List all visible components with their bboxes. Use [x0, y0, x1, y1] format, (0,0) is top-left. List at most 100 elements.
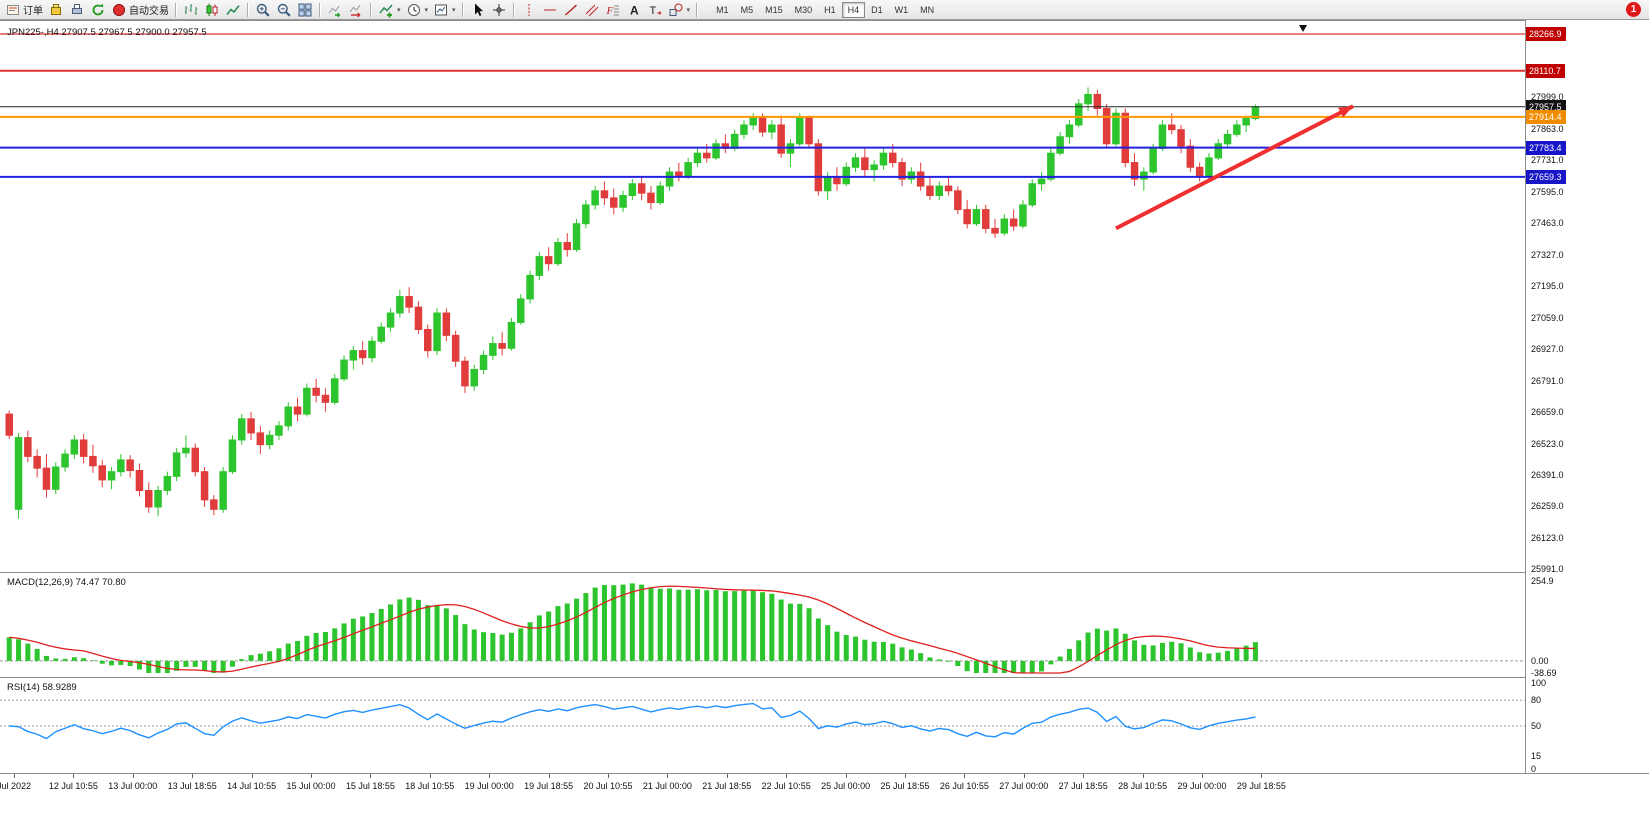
- cursor-button[interactable]: [468, 1, 488, 19]
- dropdown-arrow-icon[interactable]: ▾: [424, 6, 429, 14]
- candle: [396, 296, 404, 314]
- candlestick-chart-button[interactable]: [202, 1, 222, 19]
- toolbar-separator: [461, 2, 464, 17]
- candle: [954, 190, 962, 211]
- timeframe-h1[interactable]: H1: [824, 4, 836, 15]
- candle: [433, 312, 441, 352]
- crosshair-button[interactable]: [489, 1, 509, 19]
- candle: [972, 209, 981, 225]
- periods-button[interactable]: ▾: [404, 1, 431, 19]
- rsi-axis-label: 15: [1531, 751, 1542, 762]
- dropdown-arrow-icon[interactable]: ▾: [686, 6, 691, 14]
- trendline-button[interactable]: [561, 1, 581, 19]
- candle: [228, 439, 237, 473]
- crosshair-icon: [491, 2, 507, 18]
- pane-separator-rsi[interactable]: [0, 677, 1649, 678]
- zoom-out-icon: [276, 2, 292, 18]
- trend-arrow[interactable]: [1115, 104, 1355, 231]
- favorites-button[interactable]: [46, 1, 66, 19]
- trend-arrow-head[interactable]: [1338, 106, 1354, 118]
- templates-button[interactable]: ▾: [431, 1, 458, 19]
- candle: [535, 256, 544, 276]
- main-chart-canvas[interactable]: [0, 21, 1525, 572]
- time-axis-label: 27 Jul 00:00: [999, 781, 1049, 791]
- price-axis[interactable]: 27999.0 27863.0 27731.0 27595.0 27463.0 27327…: [1525, 20, 1649, 799]
- timeframe-d1[interactable]: D1: [871, 4, 883, 15]
- candle: [684, 162, 692, 178]
- bar-chart-button[interactable]: [181, 1, 201, 19]
- candle: [554, 242, 562, 265]
- rsi-axis-label: 50: [1531, 721, 1542, 731]
- svg-text:F: F: [605, 5, 613, 17]
- candle: [842, 166, 850, 185]
- rsi-pane-canvas[interactable]: [0, 678, 1525, 772]
- template-icon: [433, 2, 449, 18]
- time-axis-label: 15 Jul 00:00: [286, 781, 336, 791]
- fibonacci-button[interactable]: F: [603, 1, 623, 19]
- print-icon: [69, 2, 85, 18]
- zoom-in-button[interactable]: [253, 1, 273, 19]
- new-order-button[interactable]: 订单: [3, 1, 45, 19]
- candle: [210, 499, 218, 510]
- chart-end-marker[interactable]: [1299, 25, 1307, 32]
- candle: [24, 437, 32, 457]
- timeframe-w1[interactable]: W1: [894, 4, 909, 15]
- text-button[interactable]: A: [624, 1, 644, 19]
- timeframe-m15[interactable]: M15: [765, 4, 783, 15]
- price-axis-label: 27059.0: [1531, 312, 1564, 323]
- dropdown-arrow-icon[interactable]: ▾: [397, 6, 401, 14]
- price-axis-label: 26259.0: [1531, 501, 1564, 511]
- candle: [61, 453, 69, 468]
- candle: [1186, 145, 1195, 168]
- timeframe-h4[interactable]: H4: [841, 1, 866, 18]
- notification-badge[interactable]: 1: [1626, 2, 1641, 17]
- channel-button[interactable]: [582, 1, 602, 19]
- time-axis-tick: [786, 774, 788, 778]
- candle: [926, 185, 934, 196]
- time-axis-tick: [429, 774, 431, 778]
- time-axis-tick: [192, 774, 194, 778]
- tile-windows-button[interactable]: [295, 1, 315, 19]
- candle: [33, 455, 41, 469]
- macd-axis-label: 254.9: [1531, 576, 1554, 586]
- macd-axis-label: 0.00: [1531, 655, 1549, 666]
- candle: [172, 452, 181, 477]
- timeframe-m1[interactable]: M1: [716, 4, 729, 15]
- price-axis-label: 27863.0: [1531, 123, 1564, 134]
- candle: [944, 185, 953, 192]
- text-label-button[interactable]: T: [645, 1, 665, 19]
- time-axis[interactable]: Jul 2022 12 Jul 10:55 13 Jul 00:00 13 Jul 1…: [0, 773, 1649, 799]
- time-axis-label: 15 Jul 18:55: [345, 781, 395, 791]
- time-axis-tick: [251, 774, 253, 778]
- print-button[interactable]: [67, 1, 87, 19]
- price-axis-label: 27463.0: [1531, 217, 1564, 228]
- candle: [386, 312, 395, 328]
- candle: [98, 465, 106, 481]
- autotrading-button[interactable]: 自动交易: [109, 1, 171, 19]
- rsi-axis-label: 0: [1531, 764, 1537, 774]
- tile-windows-icon: [297, 2, 313, 18]
- pane-separator-macd[interactable]: [0, 572, 1649, 573]
- time-axis-tick: [1261, 774, 1263, 778]
- indicators-button[interactable]: ▾: [376, 1, 403, 19]
- refresh-button[interactable]: [88, 1, 108, 19]
- timeframe-mn[interactable]: MN: [920, 4, 935, 15]
- zoom-out-button[interactable]: [274, 1, 294, 19]
- svg-text:T: T: [649, 5, 656, 17]
- candle: [1205, 157, 1213, 178]
- time-axis-tick: [845, 774, 847, 778]
- timeframe-m30[interactable]: M30: [794, 4, 813, 15]
- horizontal-line-button[interactable]: [540, 1, 560, 19]
- chart-shift-button[interactable]: [346, 1, 366, 19]
- candle: [107, 471, 116, 481]
- price-axis-label: 27327.0: [1531, 249, 1564, 260]
- line-chart-button[interactable]: [223, 1, 243, 19]
- macd-pane-canvas[interactable]: [0, 573, 1525, 677]
- timeframe-m5[interactable]: M5: [740, 4, 754, 15]
- time-axis-label: 12 Jul 10:55: [48, 781, 98, 791]
- vertical-line-button[interactable]: [519, 1, 539, 19]
- dropdown-arrow-icon[interactable]: ▾: [452, 6, 456, 14]
- shapes-button[interactable]: ▾: [666, 1, 693, 19]
- candle: [70, 439, 79, 455]
- auto-scroll-button[interactable]: [325, 1, 345, 19]
